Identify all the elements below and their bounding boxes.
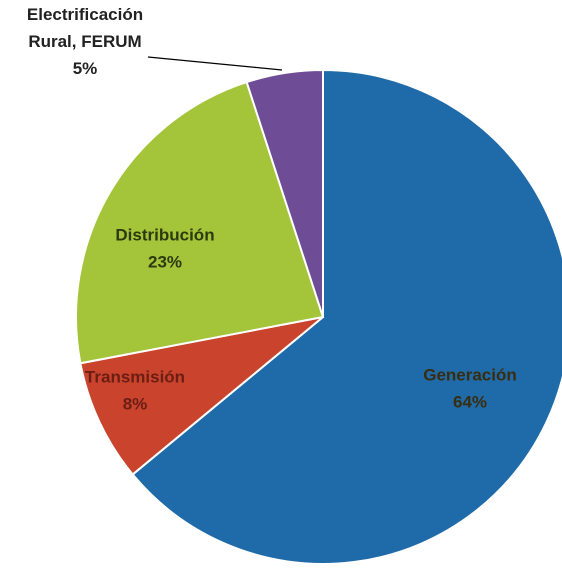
pie-slice-electrificaci-n	[245, 68, 324, 318]
slice-name-label: Transmisión	[85, 368, 185, 387]
slice-name-label: Rural, FERUM	[28, 32, 141, 51]
slice-name-label: Generación	[423, 366, 517, 385]
slice-percent-label: 8%	[123, 395, 148, 414]
pie-slice-distribuci-n	[75, 80, 325, 365]
slice-name-label: Distribución	[115, 226, 214, 245]
slice-percent-label: 23%	[148, 253, 182, 272]
slice-percent-label: 64%	[453, 393, 487, 412]
slice-percent-label: 5%	[73, 59, 98, 78]
leader-line	[147, 56, 283, 71]
pie-slice-transmisi-n	[79, 316, 324, 476]
pie-slice-generaci-n	[131, 68, 562, 565]
slice-name-label: Electrificación	[27, 5, 143, 24]
